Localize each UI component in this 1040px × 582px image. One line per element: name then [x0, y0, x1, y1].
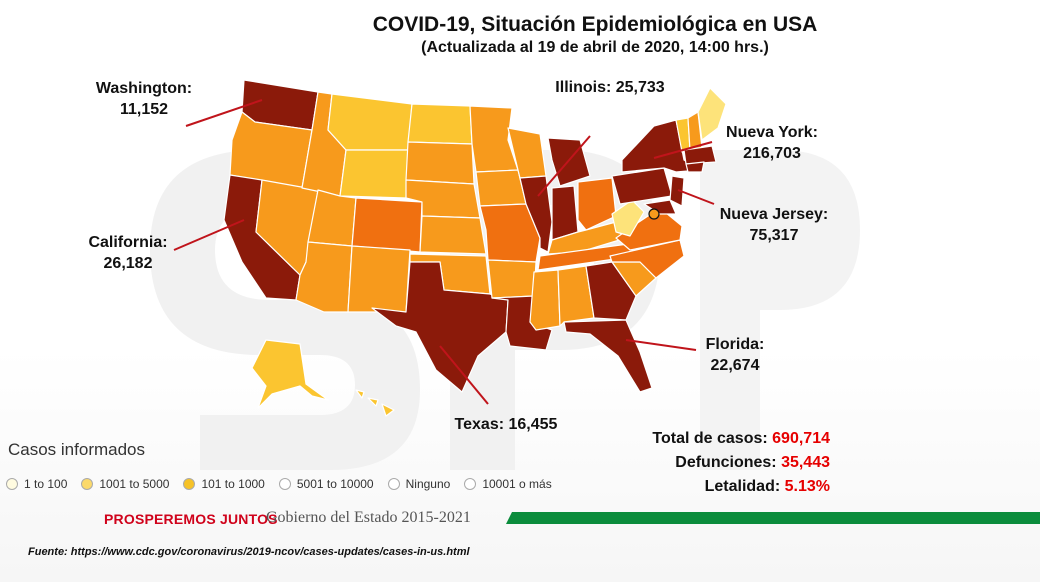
label-nueva-jersey-value: 75,317 — [749, 227, 799, 244]
label-texas: Texas: 16,455 — [454, 416, 558, 433]
stats-total-value: 690,714 — [772, 430, 830, 447]
legend-item: 10001 o más — [464, 477, 552, 491]
state-florida[interactable] — [563, 319, 653, 393]
state-alabama[interactable] — [557, 265, 595, 327]
legend-item: 1001 to 5000 — [81, 477, 169, 491]
label-nueva-york: Nueva York: 216,703 — [712, 122, 832, 164]
legend-label: 10001 o más — [482, 477, 552, 491]
callout-line-texas — [439, 345, 489, 405]
legend-swatch — [183, 478, 196, 490]
label-washington: Washington: 11,152 — [84, 78, 204, 120]
state-mississippi[interactable] — [529, 269, 561, 331]
label-nueva-jersey: Nueva Jersey: 75,317 — [714, 204, 834, 246]
state-massachusetts[interactable] — [683, 145, 717, 165]
state-ohio[interactable] — [577, 177, 617, 231]
state-colorado[interactable] — [351, 197, 423, 253]
legend: 1 to 100 1001 to 5000 101 to 1000 5001 to 1… — [6, 477, 566, 491]
label-illinois: Illinois: 25,733 — [555, 79, 665, 96]
state-pennsylvania[interactable] — [611, 167, 673, 205]
stats-panel: Total de casos: 690,714 Defunciones: 35,… — [600, 427, 830, 499]
legend-label: Ninguno — [405, 477, 451, 491]
label-nueva-york-value: 216,703 — [743, 145, 801, 162]
state-georgia[interactable] — [585, 261, 637, 321]
footer-government: Gobierno del Estado 2015-2021 — [266, 509, 471, 526]
footer-slogan: PROSPEREMOS JUNTOS — [104, 511, 278, 527]
label-nueva-york-name: Nueva York: — [726, 124, 818, 141]
stats-total-label: Total de casos: — [652, 430, 768, 447]
label-california: California: 26,182 — [80, 232, 176, 274]
legend-label: 1001 to 5000 — [99, 477, 170, 491]
footer-green-bar — [506, 512, 1040, 524]
legend-label: 5001 to 10000 — [296, 477, 374, 491]
state-new-jersey[interactable] — [669, 175, 685, 207]
state-illinois[interactable] — [519, 175, 553, 253]
state-kansas[interactable] — [419, 215, 487, 255]
legend-title: Casos informados — [8, 440, 146, 459]
legend-label: 101 to 1000 — [201, 477, 265, 491]
legend-label: 1 to 100 — [24, 477, 68, 491]
legend-swatch — [6, 478, 18, 490]
callout-line-florida — [625, 339, 697, 351]
state-montana[interactable] — [327, 93, 413, 151]
legend-item: Ninguno — [387, 477, 451, 491]
stats-deaths-value: 35,443 — [781, 454, 830, 471]
chart-title: COVID-19, Situación Epidemiológica en US… — [330, 12, 860, 58]
stats-lethality-value: 5.13% — [784, 478, 830, 495]
label-nueva-jersey-name: Nueva Jersey: — [719, 206, 829, 223]
state-iowa[interactable] — [475, 169, 527, 207]
label-florida: Florida: 22,674 — [690, 334, 780, 376]
state-indiana[interactable] — [551, 185, 579, 241]
stats-lethality-label: Letalidad: — [704, 478, 781, 495]
state-new-mexico[interactable] — [347, 245, 411, 313]
label-california-name: California: — [88, 234, 168, 251]
callout-lines — [173, 99, 715, 405]
dc-marker[interactable] — [648, 208, 660, 220]
callout-line-washington — [185, 99, 263, 127]
stats-total: Total de casos: 690,714 — [600, 427, 830, 451]
stats-deaths-label: Defunciones: — [675, 454, 777, 471]
callout-line-nueva-jersey — [677, 189, 715, 205]
state-connecticut[interactable] — [685, 161, 705, 173]
title-text: COVID-19, Situación Epidemiológica en US… — [372, 13, 818, 36]
state-michigan[interactable] — [547, 137, 591, 187]
legend-item: 101 to 1000 — [183, 477, 265, 491]
callout-line-nueva-york — [653, 141, 713, 159]
state-north-dakota[interactable] — [407, 103, 473, 145]
label-washington-value: 11,152 — [119, 101, 169, 118]
callout-line-california — [173, 219, 245, 251]
legend-swatch — [81, 478, 94, 490]
legend-swatch — [278, 478, 291, 490]
state-arkansas[interactable] — [487, 259, 537, 299]
state-hawaii[interactable] — [355, 389, 395, 417]
label-california-value: 26,182 — [103, 255, 153, 272]
label-florida-value: 22,674 — [710, 357, 760, 374]
label-washington-name: Washington: — [95, 80, 193, 97]
state-maryland[interactable] — [643, 199, 677, 215]
state-alaska[interactable] — [251, 339, 329, 409]
source-note: Fuente: https://www.cdc.gov/coronavirus/… — [28, 546, 470, 558]
state-wyoming[interactable] — [339, 149, 409, 199]
state-texas[interactable] — [371, 261, 509, 393]
state-south-dakota[interactable] — [405, 141, 475, 185]
legend-swatch — [464, 478, 477, 490]
stats-lethality: Letalidad: 5.13% — [600, 475, 830, 499]
callout-line-illinois — [537, 135, 591, 197]
subtitle-text: (Actualizada al 19 de abril de 2020, 14:… — [421, 39, 769, 56]
state-maine[interactable] — [697, 87, 727, 141]
legend-item: 5001 to 10000 — [278, 477, 374, 491]
stats-deaths: Defunciones: 35,443 — [600, 451, 830, 475]
legend-item: 1 to 100 — [6, 477, 67, 491]
legend-swatch — [387, 478, 400, 490]
label-florida-name: Florida: — [705, 336, 765, 353]
